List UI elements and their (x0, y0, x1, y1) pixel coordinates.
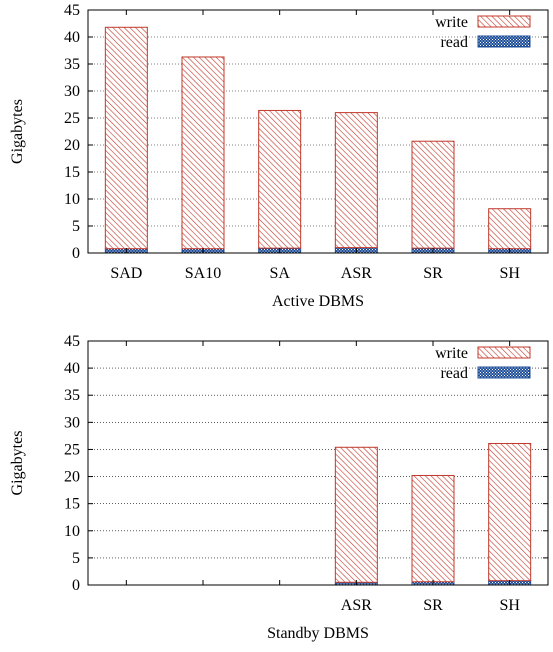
bar-write-SR (411, 474, 455, 583)
legend-swatch-read (477, 366, 531, 379)
y-tick-label: 25 (64, 441, 80, 458)
legend-label-read: read (440, 365, 468, 382)
legend-label-write: write (435, 345, 468, 362)
x-tick-label: ASR (341, 597, 372, 614)
bar-write-SA (258, 109, 302, 249)
axis-frame (87, 9, 549, 254)
x-tick-label: ASR (341, 265, 372, 282)
y-tick-label: 45 (64, 2, 80, 19)
y-tick-label: 45 (64, 333, 80, 350)
bar-write-SH (488, 208, 532, 250)
bar-write-SH (488, 442, 532, 582)
x-tick-label: SA10 (185, 265, 221, 282)
y-tick-label: 20 (64, 469, 80, 486)
legend-label-read: read (440, 34, 468, 51)
legend-label-write: write (435, 14, 468, 31)
y-tick-label: 25 (64, 110, 80, 127)
x-tick-label: SA (269, 265, 290, 282)
y-tick-label: 35 (64, 56, 80, 73)
y-tick-label: 20 (64, 137, 80, 154)
bar-write-SAD (104, 26, 148, 250)
x-tick-label: SR (423, 597, 443, 614)
legend-swatch-read (477, 35, 531, 48)
bar-write-ASR (334, 112, 378, 249)
bar-write-SR (411, 140, 455, 249)
y-tick-label: 40 (64, 29, 80, 46)
legend-swatch-write (477, 15, 531, 28)
x-tick-label: SH (499, 597, 520, 614)
y-tick-label: 30 (64, 414, 80, 431)
y-tick-label: 30 (64, 83, 80, 100)
y-tick-label: 10 (64, 523, 80, 540)
axis-frame (87, 340, 549, 586)
y-axis-label: Gigabytes (9, 99, 26, 164)
x-axis-label: Active DBMS (272, 293, 364, 310)
legend-swatch-write (477, 346, 531, 359)
y-tick-label: 5 (72, 550, 80, 567)
bar-write-ASR (334, 446, 378, 583)
y-tick-label: 0 (72, 245, 80, 262)
y-tick-label: 5 (72, 218, 80, 235)
y-tick-label: 15 (64, 164, 80, 181)
y-tick-label: 15 (64, 496, 80, 513)
y-tick-label: 40 (64, 360, 80, 377)
panel-active: 0 5 10 15 20 25 30 35 40 45 SAD SA10 SA ASR SR SH Active… (9, 2, 549, 310)
panel-standby: 0 5 10 15 20 25 30 35 40 45 ASR SR SH Standby DBMS Gig… (9, 333, 549, 642)
y-tick-label: 0 (72, 577, 80, 594)
x-tick-label: SH (499, 265, 520, 282)
x-tick-label: SAD (110, 265, 142, 282)
y-tick-label: 10 (64, 191, 80, 208)
y-tick-label: 35 (64, 387, 80, 404)
x-tick-label: SR (423, 265, 443, 282)
y-axis-label: Gigabytes (9, 431, 26, 496)
bar-write-SA10 (181, 56, 225, 250)
x-axis-label: Standby DBMS (267, 625, 369, 642)
